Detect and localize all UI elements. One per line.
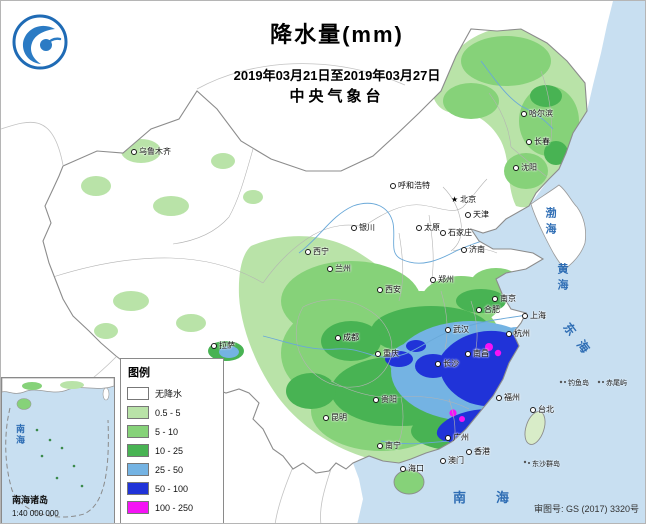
province-borders	[52, 70, 552, 448]
inset-sea-label: 南海	[15, 424, 25, 446]
legend-label: 0.5 - 5	[155, 407, 181, 418]
legend-label: 100 - 250	[155, 502, 194, 513]
legend-item: 无降水	[127, 384, 217, 403]
sea-area	[353, 1, 645, 523]
legend-title: 图例	[128, 367, 150, 379]
inset-rain-patch	[22, 382, 42, 390]
legend-label: 50 - 100	[155, 483, 189, 494]
nine-dash-line	[5, 407, 109, 518]
hainan-island	[393, 469, 425, 495]
inset-map	[2, 378, 114, 523]
legend-label: 5 - 10	[155, 426, 179, 437]
legend-swatch	[127, 463, 149, 476]
legend-items: 无降水 0.5 - 5 5 - 10 10 - 25 25 - 50 50 - 100 10…	[127, 384, 217, 517]
legend-item: 0.5 - 5	[127, 403, 217, 422]
legend-label: 10 - 25	[155, 445, 184, 456]
map-approval-number: 审图号: GS (2017) 3320号	[533, 504, 639, 514]
legend-label: 25 - 50	[155, 464, 184, 475]
legend-swatch	[127, 482, 149, 495]
inset-rain-patch	[60, 381, 84, 389]
legend-item: 10 - 25	[127, 441, 217, 460]
legend-item: 100 - 250	[127, 498, 217, 517]
legend-swatch	[127, 425, 149, 438]
inset-scale: 1:40 000 000	[12, 509, 59, 518]
legend-label: 无降水	[155, 389, 183, 399]
map-title: 降水量(mm)	[270, 22, 404, 47]
korea-peninsula	[530, 184, 586, 270]
agency-name: 中央气象台	[289, 88, 385, 105]
rivers	[262, 60, 554, 445]
inset-taiwan	[102, 387, 110, 401]
legend-item: 50 - 100	[127, 479, 217, 498]
legend-item: 5 - 10	[127, 422, 217, 441]
south-china-sea-inset: 南海 南海诸岛 1:40 000 000	[1, 377, 115, 523]
cma-weather-logo-icon	[12, 14, 68, 70]
inset-islands	[35, 428, 84, 488]
legend-item: 25 - 50	[127, 460, 217, 479]
legend-swatch	[127, 444, 149, 457]
legend-swatch	[127, 501, 149, 514]
small-islands	[523, 380, 601, 464]
inset-caption: 南海诸岛	[12, 495, 49, 505]
inset-hainan	[16, 398, 32, 410]
taiwan-island	[524, 411, 546, 445]
legend-swatch	[127, 406, 149, 419]
legend-swatch	[127, 387, 149, 400]
date-range: 2019年03月21日至2019年03月27日	[233, 68, 441, 83]
legend-box: 图例 无降水 0.5 - 5 5 - 10 10 - 25 25 - 50 50 - 10…	[120, 358, 224, 523]
